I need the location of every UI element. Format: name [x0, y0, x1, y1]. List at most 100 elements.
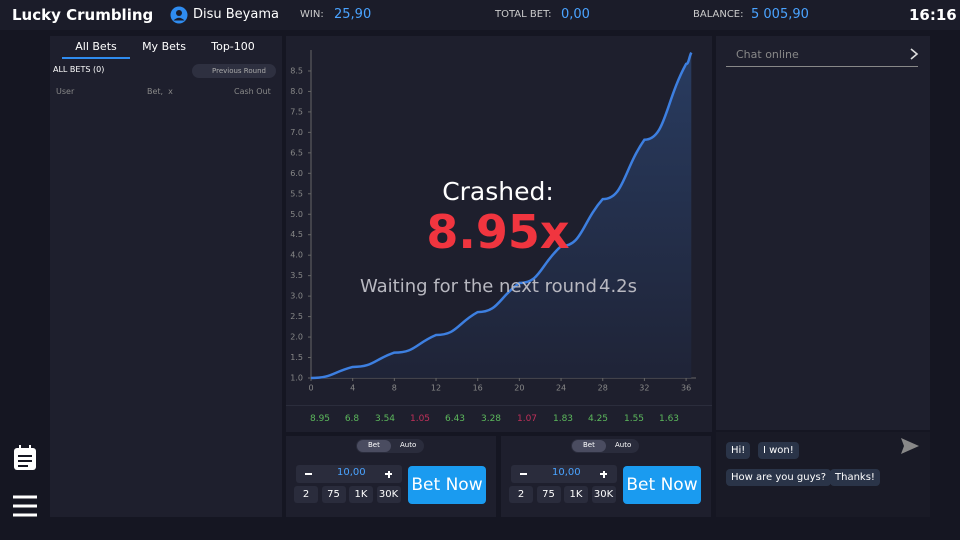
x-tick-label: 8 [392, 384, 397, 393]
y-tick-label: 7.5 [290, 107, 303, 116]
mode-tab[interactable]: Auto [400, 441, 417, 449]
chat-panel [716, 36, 930, 430]
y-tick-label: 4.5 [290, 230, 303, 239]
win-value: 25,90 [334, 7, 372, 22]
previous-round-label[interactable]: Previous Round [212, 67, 266, 75]
x-tick-label: 20 [514, 384, 524, 393]
bet-now-button[interactable]: Bet Now [623, 466, 701, 504]
chip-button[interactable]: 75 [321, 486, 346, 503]
mode-tab[interactable]: Bet [368, 441, 380, 449]
y-tick-label: 8.5 [290, 66, 303, 75]
x-tick-label: 36 [681, 384, 691, 393]
y-tick-label: 2.5 [290, 312, 303, 321]
x-tick-label: 32 [639, 384, 649, 393]
y-tick-label: 3.0 [290, 292, 303, 301]
tab-underline [62, 57, 130, 59]
mode-active [357, 440, 391, 452]
y-tick-label: 6.0 [290, 169, 303, 178]
mode-active [572, 440, 606, 452]
x-tick-label: 0 [308, 384, 313, 393]
y-tick-label: 2.0 [290, 333, 303, 342]
win-label: WIN: [300, 9, 324, 20]
send-icon[interactable] [900, 437, 920, 455]
column-header: Cash Out [234, 87, 271, 96]
chat-message: Hi! [726, 442, 751, 459]
history-value: 1.55 [623, 414, 645, 424]
y-tick-label: 1.0 [290, 374, 303, 383]
plus-button[interactable] [387, 470, 390, 478]
minus-button[interactable] [520, 473, 527, 475]
header [0, 0, 960, 30]
history-value: 1.07 [516, 414, 538, 424]
total-bet-label: TOTAL BET: [495, 9, 552, 20]
history-value: 1.63 [658, 414, 680, 424]
crash-multiplier: 8.95x [426, 205, 570, 259]
sidebar-icons[interactable] [12, 444, 38, 524]
previous-round-button[interactable] [192, 64, 276, 78]
bets-panel [50, 36, 282, 517]
chip-button[interactable]: 30K [376, 486, 401, 503]
chip-button[interactable]: 2 [294, 486, 318, 503]
column-header: User [56, 87, 75, 96]
countdown: 4.2s [599, 276, 638, 297]
x-tick-label: 4 [350, 384, 355, 393]
x-tick-label: 24 [556, 384, 566, 393]
curve-area [311, 52, 692, 378]
y-tick-label: 5.5 [290, 189, 303, 198]
multiplier-chart: 1.0 1.5 2.0 2.5 3.0 3.5 4.0 4.5 5.0 5.5 6.0 6.5 7.0 7… [290, 50, 696, 393]
y-tick-label: 3.5 [290, 271, 303, 280]
user-name[interactable]: Disu Beyama [193, 7, 279, 22]
history-value: 3.28 [480, 414, 502, 424]
crashed-label: Crashed: [442, 177, 554, 206]
chip-button[interactable]: 30K [591, 486, 616, 503]
mode-tab[interactable]: Bet [583, 441, 595, 449]
bet-now-button[interactable]: Bet Now [408, 466, 486, 504]
tab[interactable]: My Bets [142, 40, 186, 53]
chat-underline [726, 66, 918, 67]
chip-button[interactable]: 75 [536, 486, 561, 503]
history-value: 1.05 [409, 414, 431, 424]
x-tick-label: 28 [598, 384, 608, 393]
chip-button[interactable]: 2 [509, 486, 533, 503]
history-value: 4.25 [587, 414, 609, 424]
history-value: 3.54 [374, 414, 396, 424]
balance-value: 5 005,90 [751, 7, 809, 22]
tab[interactable]: All Bets [75, 40, 117, 53]
amount-box [511, 465, 617, 483]
minus-button[interactable] [305, 473, 312, 475]
x-tick-label: 12 [431, 384, 441, 393]
amount-box [296, 465, 402, 483]
curve-line [310, 52, 693, 380]
chip-button[interactable]: 1K [564, 486, 588, 503]
column-header: Bet, x [147, 87, 173, 96]
y-tick-label: 4.0 [290, 251, 303, 260]
y-tick-label: 7.0 [290, 128, 303, 137]
chat-message: Thanks! [830, 469, 880, 486]
amount[interactable]: 10,00 [552, 467, 581, 478]
waiting-text: Waiting for the next round [360, 276, 597, 297]
divider [286, 405, 712, 406]
tab[interactable]: Top-100 [211, 40, 255, 53]
history-value: 6.8 [344, 414, 360, 424]
y-tick-label: 1.5 [290, 353, 303, 362]
x-tick-label: 16 [473, 384, 483, 393]
plus-button[interactable] [602, 470, 605, 478]
y-tick-label: 8.0 [290, 87, 303, 96]
y-tick-label: 6.5 [290, 148, 303, 157]
chat-placeholder[interactable]: Chat online [736, 48, 799, 61]
app-title: Lucky Crumbling [12, 6, 154, 24]
history-value: 6.43 [444, 414, 466, 424]
chat-arrow[interactable] [909, 48, 919, 60]
user-icon [170, 6, 188, 24]
amount[interactable]: 10,00 [337, 467, 366, 478]
chip-button[interactable]: 1K [349, 486, 373, 503]
total-bet-value: 0,00 [561, 7, 590, 22]
bets-count: ALL BETS (0) [53, 65, 105, 74]
history-value: 8.95 [309, 414, 331, 424]
mode-tab[interactable]: Auto [615, 441, 632, 449]
history-value: 1.83 [552, 414, 574, 424]
y-tick-label: 5.0 [290, 210, 303, 219]
chat-message: I won! [758, 442, 799, 459]
chat-message: How are you guys? [726, 469, 832, 486]
